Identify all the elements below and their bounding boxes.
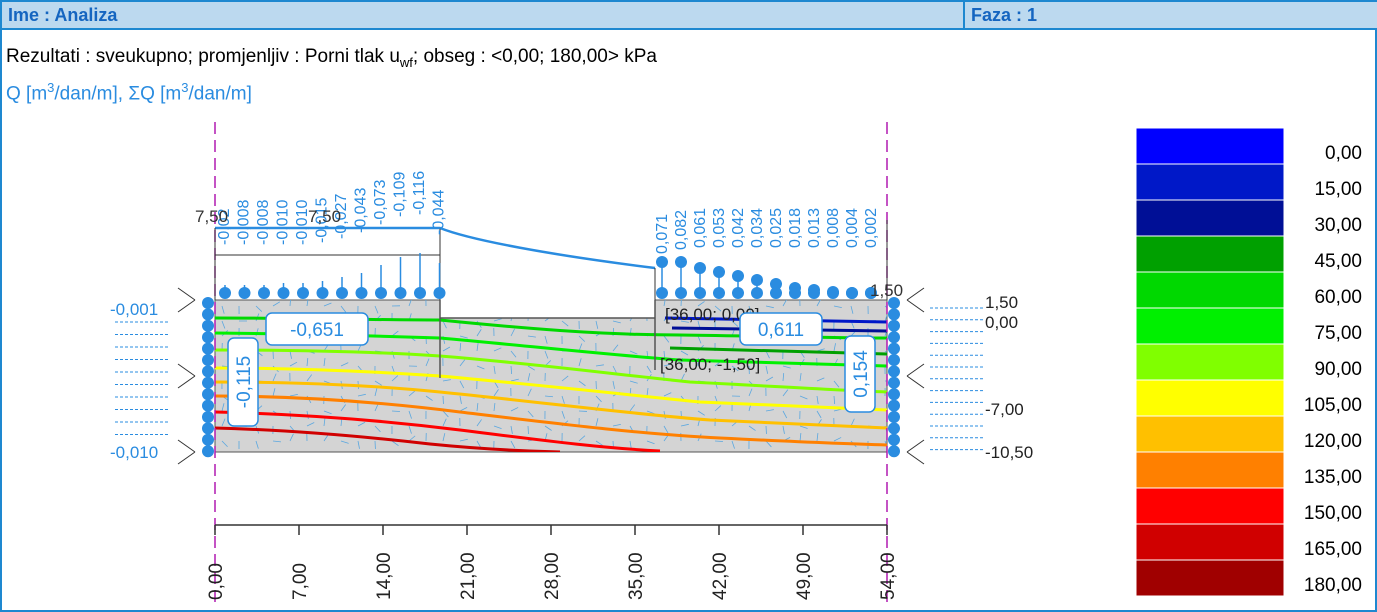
- flow-mid: /dan/m], ΣQ [m: [54, 83, 182, 105]
- results-suffix: ; obseg : <0,00; 180,00> kPa: [412, 46, 657, 67]
- results-description: Rezultati : sveukupno; promjenljiv : Por…: [6, 46, 657, 70]
- flow-end: /dan/m]: [188, 83, 252, 105]
- results-prefix: Rezultati : sveukupno; promjenljiv : Por…: [6, 46, 400, 67]
- results-subscript: wf: [399, 54, 413, 70]
- analysis-name-label: Ime : Analiza: [2, 2, 965, 30]
- flow-sup-2: 3: [181, 80, 189, 95]
- phase-label: Faza : 1: [965, 2, 1377, 30]
- flow-sup-1: 3: [47, 80, 55, 95]
- flow-units-label: Q [m3/dan/m], ΣQ [m3/dan/m]: [6, 80, 252, 105]
- flow-q: Q [m: [6, 83, 48, 105]
